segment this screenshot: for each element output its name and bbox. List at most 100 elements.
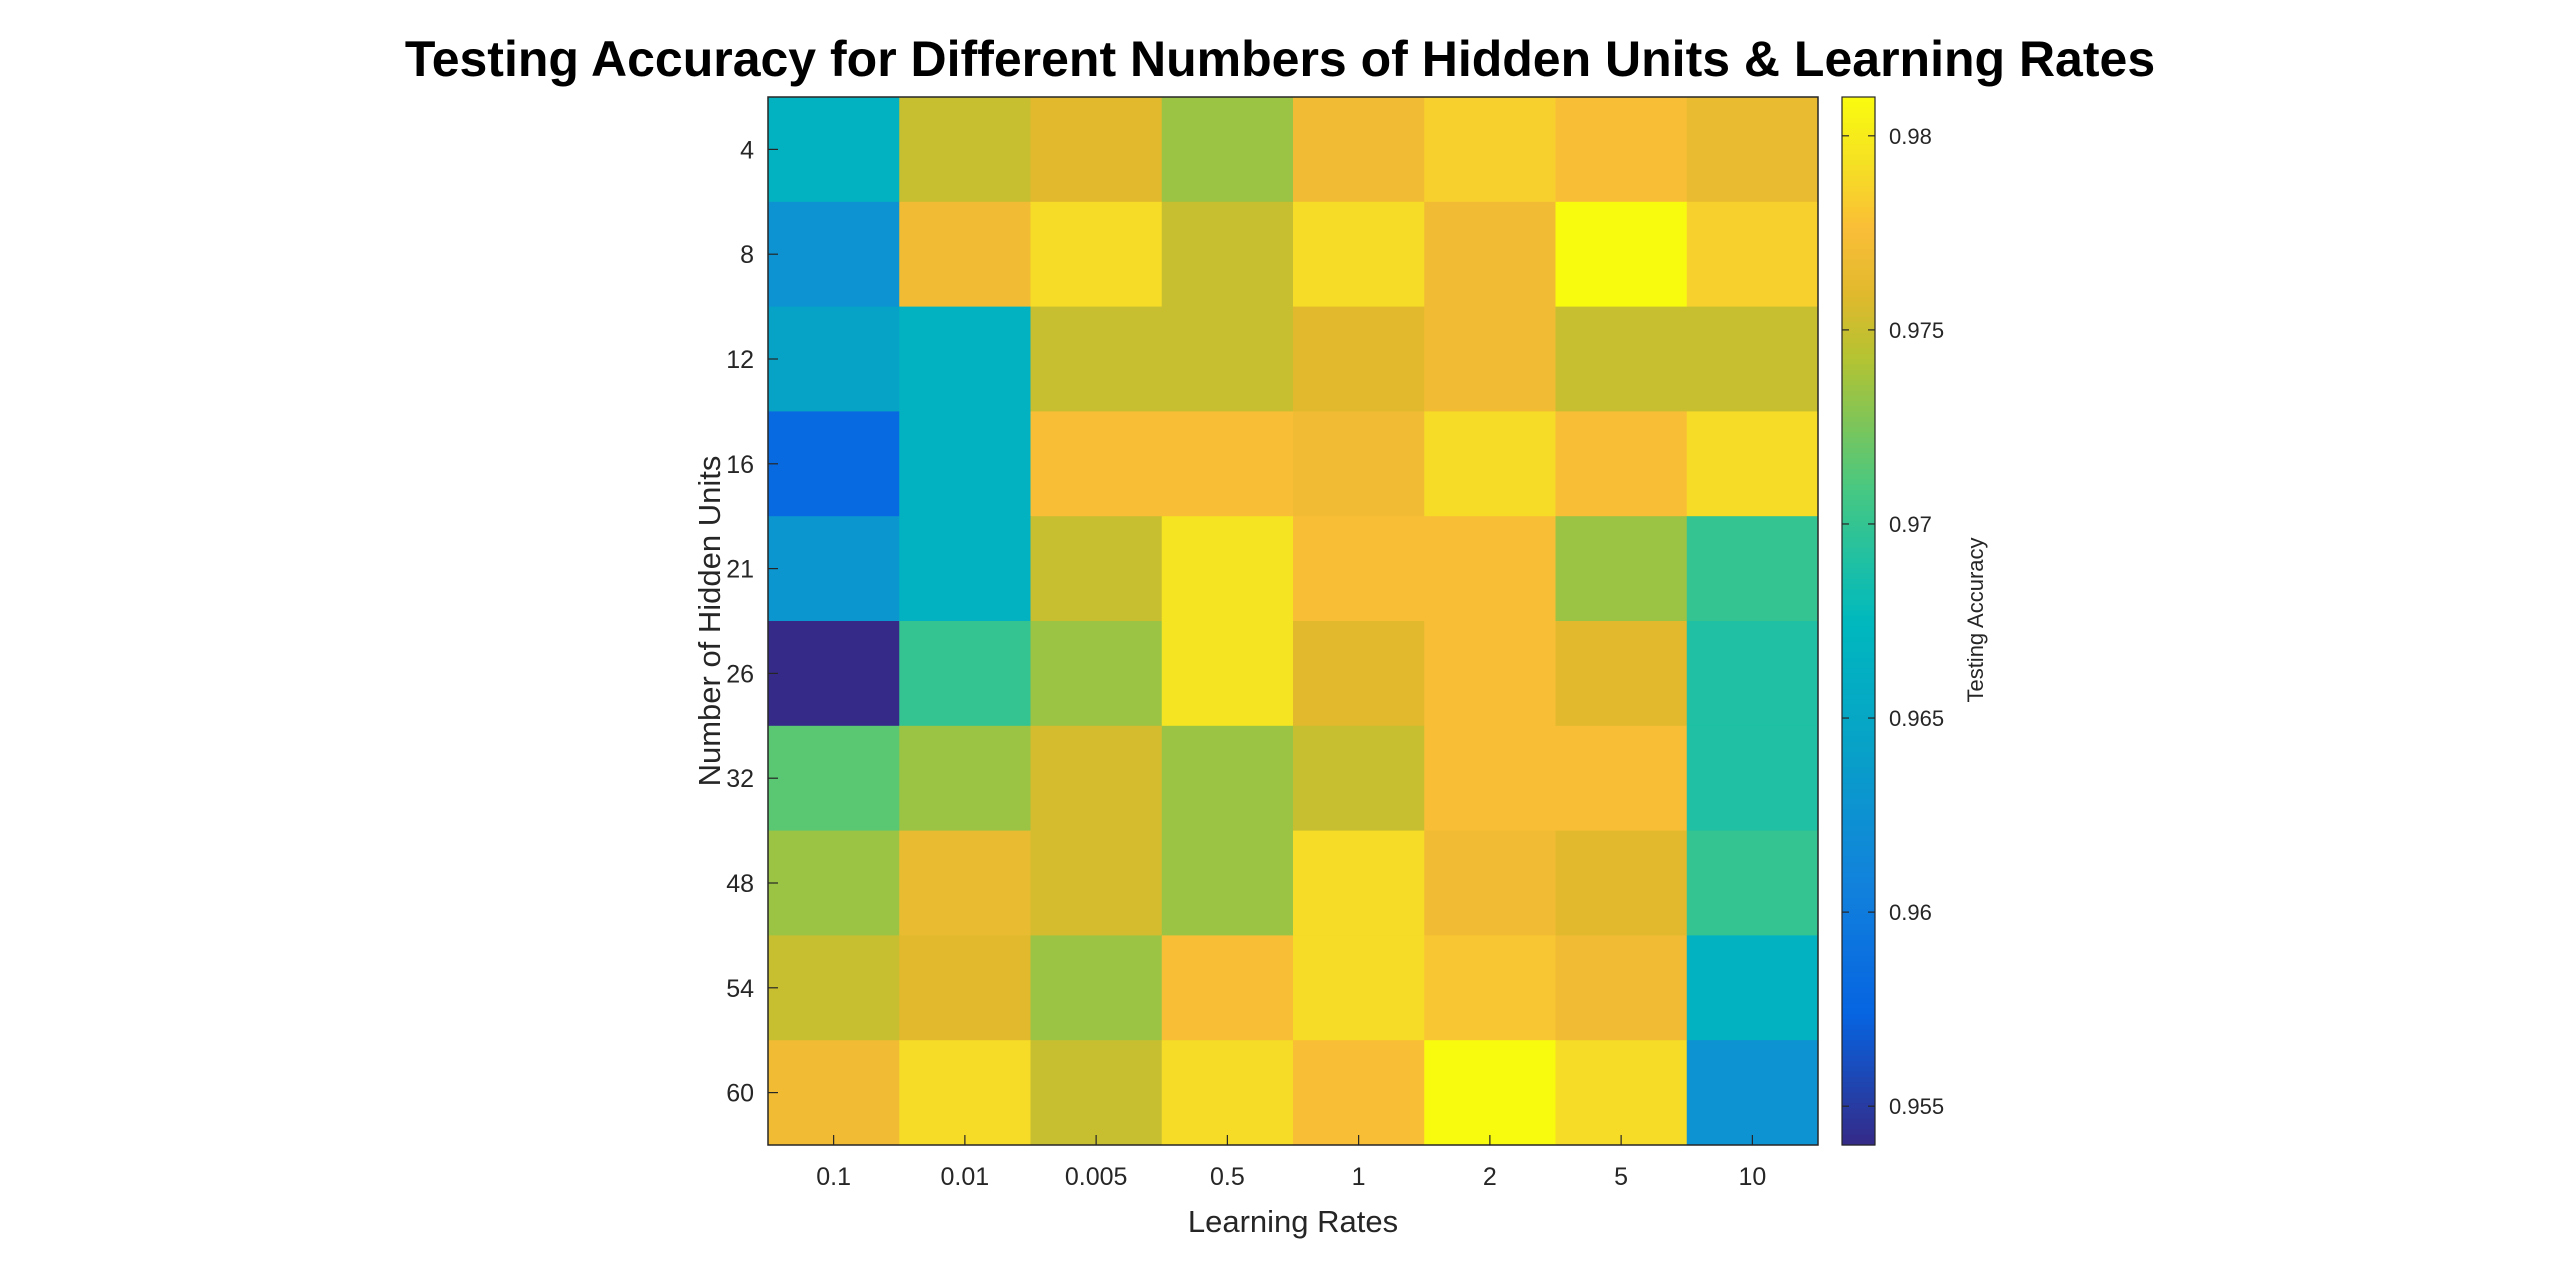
y-tick-label: 16 <box>726 451 754 479</box>
heatmap-cell <box>768 725 900 832</box>
colorbar-tick-label: 0.97 <box>1889 512 1932 537</box>
colorbar <box>1841 96 1876 1146</box>
x-tick-label: 1 <box>1352 1163 1366 1191</box>
heatmap-cell <box>1424 97 1556 203</box>
heatmap-cell <box>1161 97 1294 203</box>
x-tick-label: 5 <box>1614 1163 1628 1191</box>
heatmap-cell <box>1555 725 1688 832</box>
x-axis-label: Learning Rates <box>1188 1204 1398 1239</box>
y-axis-label: Number of Hidden Units <box>692 456 727 787</box>
heatmap-cell <box>899 306 1031 412</box>
colorbar-tick-label: 0.965 <box>1889 706 1944 731</box>
plot-frame <box>767 96 1819 1146</box>
heatmap-cell <box>899 516 1031 622</box>
heatmap-cell <box>899 725 1031 832</box>
heatmap-cell <box>1555 1040 1688 1146</box>
heatmap-cell <box>1293 621 1425 727</box>
heatmap-cell <box>1686 830 1819 936</box>
heatmap-cell <box>768 621 900 727</box>
heatmap-cell <box>1686 621 1819 727</box>
heatmap-cell <box>1161 516 1294 622</box>
heatmap-cell <box>1030 830 1163 936</box>
heatmap-cell <box>768 201 900 308</box>
colorbar-ticks: 0.955 0.96 0.965 0.97 0.975 0.98 <box>1842 124 1944 1119</box>
heatmap-cell <box>1686 516 1819 622</box>
heatmap-cell <box>899 935 1031 1041</box>
heatmap-cell <box>768 516 900 622</box>
heatmap-cell <box>1161 621 1294 727</box>
heatmap-cell <box>1161 201 1294 308</box>
colorbar-tick-label: 0.975 <box>1889 318 1944 343</box>
heatmap-cell <box>899 411 1031 517</box>
heatmap-cell <box>1424 830 1556 936</box>
y-tick-label: 26 <box>726 660 754 688</box>
heatmap-cell <box>1030 621 1163 727</box>
heatmap-cell <box>1424 306 1556 412</box>
heatmap-cell <box>1293 97 1425 203</box>
heatmap-cell <box>1424 621 1556 727</box>
heatmap-cell <box>899 830 1031 936</box>
heatmap-cell <box>1424 201 1556 308</box>
y-tick-label: 48 <box>726 870 754 898</box>
heatmap-cell <box>1686 1040 1819 1146</box>
colorbar-tick-label: 0.98 <box>1889 124 1932 149</box>
x-axis-ticks: 0.1 0.01 0.005 0.5 1 2 5 10 <box>816 1135 1766 1191</box>
heatmap-cell <box>1161 1040 1294 1146</box>
heatmap-cell <box>899 97 1031 203</box>
heatmap-cell <box>899 201 1031 308</box>
heatmap-cell <box>1161 935 1294 1041</box>
heatmap-cell <box>1555 830 1688 936</box>
heatmap-cells <box>768 97 1819 1146</box>
heatmap-cell <box>1293 201 1425 308</box>
y-tick-label: 32 <box>726 765 754 793</box>
y-tick-label: 54 <box>726 975 754 1003</box>
heatmap-cell <box>1424 935 1556 1041</box>
heatmap-cell <box>1030 935 1163 1041</box>
heatmap-cell <box>1293 935 1425 1041</box>
heatmap-cell <box>1424 411 1556 517</box>
colorbar-tick-label: 0.955 <box>1889 1094 1944 1119</box>
heatmap-cell <box>1293 1040 1425 1146</box>
heatmap-cell <box>1424 516 1556 622</box>
heatmap-cell <box>1293 411 1425 517</box>
heatmap-cell <box>1030 516 1163 622</box>
heatmap-cell <box>1161 306 1294 412</box>
heatmap-cell <box>768 306 900 412</box>
y-tick-label: 4 <box>740 136 754 164</box>
heatmap-cell <box>1686 725 1819 832</box>
heatmap-cell <box>1424 725 1556 832</box>
heatmap-cell <box>1686 935 1819 1041</box>
heatmap-cell <box>768 830 900 936</box>
heatmap-cell <box>1161 411 1294 517</box>
heatmap-cell <box>1161 830 1294 936</box>
heatmap-cell <box>768 935 900 1041</box>
chart-title: Testing Accuracy for Different Numbers o… <box>404 31 2156 87</box>
heatmap-cell <box>1686 201 1819 308</box>
heatmap-cell <box>1555 97 1688 203</box>
heatmap-cell <box>1686 306 1819 412</box>
heatmap-cell <box>1555 306 1688 412</box>
heatmap-cell <box>1293 725 1425 832</box>
y-tick-label: 8 <box>740 241 754 269</box>
heatmap-cell <box>899 621 1031 727</box>
x-tick-label: 2 <box>1483 1163 1497 1191</box>
heatmap-cell <box>1293 516 1425 622</box>
heatmap-cell <box>1686 97 1819 203</box>
heatmap-cell <box>1161 725 1294 832</box>
heatmap-cell <box>1555 201 1688 308</box>
heatmap-cell <box>1555 411 1688 517</box>
x-tick-label: 0.01 <box>941 1163 990 1191</box>
heatmap-cell <box>1555 935 1688 1041</box>
heatmap-cell <box>1424 1040 1556 1146</box>
heatmap-cell <box>1030 97 1163 203</box>
heatmap-cell <box>1293 830 1425 936</box>
y-tick-label: 21 <box>726 556 754 584</box>
y-tick-label: 60 <box>726 1080 754 1108</box>
heatmap-cell <box>1030 411 1163 517</box>
heatmap-cell <box>768 1040 900 1146</box>
heatmap-cell <box>1686 411 1819 517</box>
heatmap-cell <box>1030 725 1163 832</box>
heatmap-cell <box>1030 306 1163 412</box>
